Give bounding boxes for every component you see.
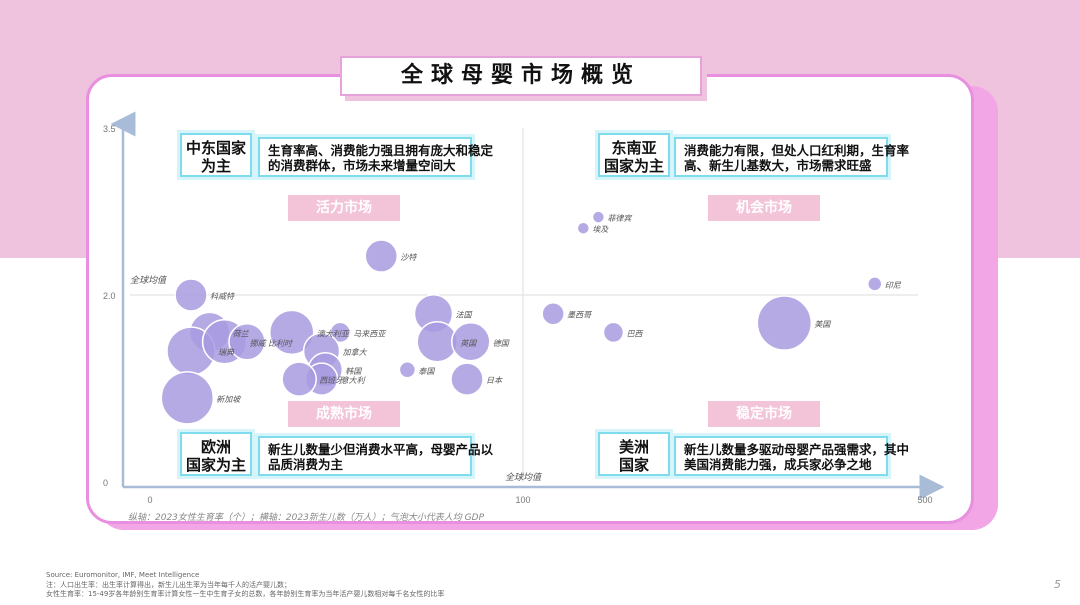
bubble <box>450 362 484 396</box>
quadrant-tl-tag: 活力市场 <box>288 195 400 221</box>
bubble <box>602 321 625 344</box>
bubble-label: 墨西哥 <box>567 311 592 320</box>
quadrant-tr-region-box: 东南亚 国家为主 <box>598 133 670 177</box>
bubble-label: 澳大利亚 <box>317 329 351 338</box>
bubble-label: 意大利 <box>341 376 366 385</box>
bubble <box>398 361 417 379</box>
axis-note: 纵轴：2023女性生育率（个）；横轴：2023新生儿数（万人）；气泡大小代表人均… <box>128 513 485 523</box>
quadrant-tr-desc: 消费能力有限，但处人口红利期，生育率 高、新生儿基数大，市场需求旺盛 <box>674 137 909 177</box>
bubble-label: 巴西 <box>626 329 644 338</box>
bubble-label: 美国 <box>814 320 831 329</box>
bubble-label: 西班牙 <box>319 376 344 385</box>
bubble <box>329 321 351 344</box>
quadrant-bl-region-box: 欧洲 国家为主 <box>180 432 252 476</box>
bubble <box>228 323 266 361</box>
bubble-label: 埃及 <box>592 225 609 234</box>
quadrant-tr-region: 东南亚 国家为主 <box>603 139 664 175</box>
bubble-label: 菲律宾 <box>607 214 632 223</box>
source-line-3: 女性生育率：15-49岁各年龄别生育率计算女性一生中生育子女的总数，各年龄别生育… <box>46 590 445 598</box>
page-number: 5 <box>1054 578 1061 591</box>
bubble-label: 科威特 <box>210 292 235 301</box>
x-average-label: 全球均值 <box>505 472 543 483</box>
bubble-label: 日本 <box>486 376 503 385</box>
quadrant-tl-region: 中东国家 为主 <box>185 139 246 175</box>
x-tick-label: 100 <box>515 495 530 505</box>
bubble <box>756 295 813 351</box>
bubble <box>576 221 591 235</box>
bubble-label: 英国 <box>460 339 477 348</box>
y-tick-label: 0 <box>103 478 108 488</box>
quadrant-bl-region: 欧洲 国家为主 <box>185 438 246 474</box>
bubble <box>160 371 215 425</box>
page-title: 全球母婴市场概览 <box>400 63 641 88</box>
x-tick-label: 0 <box>147 495 152 505</box>
bubble <box>364 239 399 273</box>
bubble-label: 比利时 <box>268 339 293 348</box>
source-line-1: Source: Euromonitor, IMF, Meet Intellige… <box>46 571 200 579</box>
quadrant-bl-tag: 成熟市场 <box>288 401 400 427</box>
quadrant-tl-region-box: 中东国家 为主 <box>180 133 252 177</box>
bubble <box>268 309 315 356</box>
bubble <box>867 276 883 292</box>
bubble <box>591 210 606 224</box>
bubble <box>281 361 317 397</box>
bubble-label: 德国 <box>493 339 510 348</box>
bubble-label: 加拿大 <box>343 348 368 357</box>
y-average-label: 全球均值 <box>130 275 168 286</box>
quadrant-br-region: 美洲 国家 <box>618 438 649 474</box>
bubble-label: 法国 <box>455 311 472 320</box>
bubble-label: 泰国 <box>418 367 435 376</box>
y-tick-label: 3.5 <box>103 124 116 134</box>
quadrant-tl-desc: 生育率高、消费能力强且拥有庞大和稳定 的消费群体，市场未来增量空间大 <box>258 137 493 177</box>
source-line-2: 注：人口出生率：出生率计算得出，新生儿出生率为当年每千人的活产婴儿数； <box>46 581 291 589</box>
bubble-label: 新加坡 <box>216 395 242 404</box>
bubble <box>541 301 565 326</box>
quadrant-br-tag: 稳定市场 <box>708 401 820 427</box>
quadrant-bl-desc: 新生儿数量少但消费水平高，母婴产品以 品质消费为主 <box>258 436 493 476</box>
bubble <box>174 278 208 312</box>
bubble <box>451 322 491 362</box>
bubble-label: 马来西亚 <box>353 329 387 338</box>
bubble-label: 挪威 <box>250 339 267 348</box>
quadrant-br-desc: 新生儿数量多驱动母婴产品强需求，其中 美国消费能力强，成兵家必争之地 <box>674 436 909 476</box>
quadrant-tr-tag: 机会市场 <box>708 195 820 221</box>
bubble-label: 荷兰 <box>233 329 250 338</box>
bubble-label: 印尼 <box>885 281 902 290</box>
bubble-label: 沙特 <box>400 253 417 262</box>
bubble-label: 韩国 <box>345 367 362 376</box>
bubble-label: 瑞典 <box>218 348 235 357</box>
title-box: 全球母婴市场概览 <box>340 56 702 96</box>
y-tick-label: 2.0 <box>103 291 116 301</box>
x-tick-label: 500 <box>917 495 932 505</box>
bubble-layer <box>160 210 883 425</box>
quadrant-br-region-box: 美洲 国家 <box>598 432 670 476</box>
